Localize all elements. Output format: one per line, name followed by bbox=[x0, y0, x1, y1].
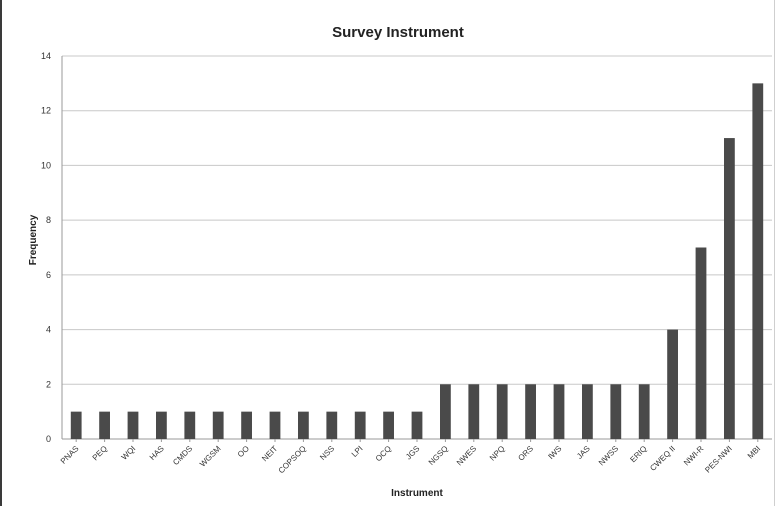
x-tick-label: NWES bbox=[455, 444, 478, 467]
bar bbox=[354, 411, 366, 439]
y-tick-label: 4 bbox=[46, 325, 51, 335]
bar bbox=[241, 411, 252, 439]
bar bbox=[269, 411, 281, 439]
x-tick-label: OO bbox=[236, 444, 251, 459]
bar bbox=[99, 411, 110, 439]
bar bbox=[496, 384, 508, 439]
x-tick-label: JAS bbox=[575, 444, 592, 461]
bar bbox=[184, 411, 196, 439]
bar bbox=[156, 411, 167, 439]
x-tick-label: PNAS bbox=[59, 444, 81, 466]
x-tick-label: HAS bbox=[148, 444, 166, 462]
x-tick-label: CMDS bbox=[171, 444, 194, 467]
y-tick-label: 12 bbox=[41, 106, 51, 116]
x-axis-title: Instrument bbox=[391, 488, 443, 499]
y-tick-label: 2 bbox=[46, 379, 51, 389]
x-tick-label: NSS bbox=[318, 444, 336, 462]
bar bbox=[695, 247, 707, 439]
bar bbox=[298, 411, 309, 439]
bar bbox=[525, 384, 536, 439]
bar bbox=[638, 384, 650, 439]
chart-title: Survey Instrument bbox=[332, 24, 464, 41]
bar bbox=[752, 83, 764, 440]
x-tick-label: NEIT bbox=[260, 444, 279, 463]
gridlines bbox=[62, 55, 772, 385]
x-tick-label: WGSM bbox=[198, 444, 223, 469]
bar bbox=[383, 411, 394, 439]
y-axis-tick-labels: 0 2 4 6 8 10 12 14 bbox=[41, 51, 51, 444]
bars bbox=[70, 83, 764, 440]
bar bbox=[667, 329, 678, 439]
bar bbox=[468, 384, 480, 439]
y-tick-label: 6 bbox=[46, 270, 51, 280]
y-tick-label: 10 bbox=[41, 160, 51, 170]
bar bbox=[212, 411, 224, 439]
x-tick-label: COPSOQ bbox=[277, 444, 308, 475]
bar bbox=[411, 411, 423, 439]
x-tick-label: ERIQ bbox=[628, 444, 648, 464]
bar bbox=[326, 411, 338, 439]
x-tick-label: LPI bbox=[350, 444, 365, 459]
x-tick-label: JGS bbox=[404, 444, 421, 461]
bar bbox=[127, 411, 139, 439]
bar bbox=[724, 138, 735, 439]
x-tick-label: OCQ bbox=[374, 444, 393, 463]
bar bbox=[582, 384, 593, 439]
x-tick-label: MBI bbox=[746, 444, 762, 460]
x-tick-label: NPQ bbox=[488, 444, 507, 463]
x-tick-label: NGSQ bbox=[427, 444, 450, 467]
y-tick-label: 8 bbox=[46, 215, 51, 225]
bar bbox=[610, 384, 622, 439]
x-tick-label: ORS bbox=[516, 444, 535, 463]
bar bbox=[70, 411, 82, 439]
x-tick-label: WQI bbox=[120, 444, 138, 462]
y-tick-label: 0 bbox=[46, 434, 51, 444]
bar bbox=[553, 384, 565, 439]
x-tick-label: NWI-R bbox=[682, 444, 705, 467]
y-tick-label: 14 bbox=[41, 51, 51, 61]
x-tick-label: CWEQ II bbox=[648, 444, 677, 473]
y-axis-title: Frequency bbox=[28, 214, 39, 265]
x-tick-label: IWS bbox=[546, 444, 563, 461]
x-tick-label: PES-NWI bbox=[703, 444, 734, 475]
bar bbox=[440, 384, 451, 439]
x-tick-label: NWSS bbox=[597, 444, 620, 467]
x-tick-label: PEQ bbox=[91, 444, 109, 462]
